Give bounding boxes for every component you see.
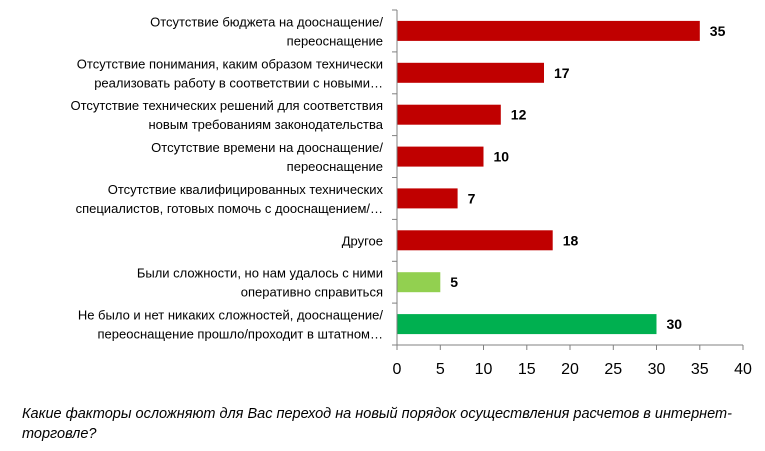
x-tick-label-1: 5 bbox=[436, 361, 445, 378]
x-tick-label-8: 40 bbox=[734, 361, 752, 378]
value-label-7: 30 bbox=[667, 316, 683, 332]
category-label-4: Отсутствие квалифицированных технических… bbox=[76, 182, 384, 216]
value-label-3: 10 bbox=[494, 149, 510, 165]
bar-0 bbox=[397, 20, 700, 41]
bar-7 bbox=[397, 314, 657, 335]
x-tick-label-3: 15 bbox=[518, 361, 536, 378]
bar-5 bbox=[397, 230, 553, 251]
category-label-0: Отсутствие бюджета на дооснащение/переос… bbox=[150, 14, 383, 48]
value-label-4: 7 bbox=[468, 190, 476, 206]
category-label-5: Другое bbox=[342, 233, 383, 248]
x-axis: 0 5 10 15 20 25 30 35 40 bbox=[392, 9, 752, 378]
category-label-3: Отсутствие времени на дооснащение/переос… bbox=[151, 140, 383, 174]
category-label-6: Были сложности, но нам удалось с ними опе… bbox=[137, 266, 383, 300]
x-tick-label-4: 20 bbox=[561, 361, 579, 378]
bar-1 bbox=[397, 62, 544, 83]
bar-2 bbox=[397, 104, 501, 125]
value-label-0: 35 bbox=[710, 23, 726, 39]
bar-6 bbox=[397, 272, 441, 293]
category-label-1: Отсутствие понимания, каким образом техн… bbox=[77, 56, 383, 90]
x-tick-label-5: 25 bbox=[604, 361, 622, 378]
bar-3 bbox=[397, 146, 484, 167]
x-tick-label-0: 0 bbox=[393, 361, 402, 378]
x-tick-label-2: 10 bbox=[475, 361, 493, 378]
chart-caption: Какие факторы осложняют для Вас переход … bbox=[22, 406, 732, 442]
category-label-2: Отсутствие технических решений для соотв… bbox=[70, 98, 383, 132]
x-tick-label-6: 30 bbox=[648, 361, 666, 378]
value-label-5: 18 bbox=[563, 232, 579, 248]
bars-layer: Отсутствие бюджета на дооснащение/переос… bbox=[70, 14, 725, 341]
value-label-6: 5 bbox=[450, 274, 458, 290]
bar-4 bbox=[397, 188, 458, 209]
value-label-1: 17 bbox=[554, 65, 570, 81]
x-tick-label-7: 35 bbox=[691, 361, 709, 378]
category-label-7: Не было и нет никаких сложностей, доосна… bbox=[78, 308, 384, 342]
value-label-2: 12 bbox=[511, 107, 527, 123]
bar-chart: Отсутствие бюджета на дооснащение/переос… bbox=[70, 9, 752, 378]
